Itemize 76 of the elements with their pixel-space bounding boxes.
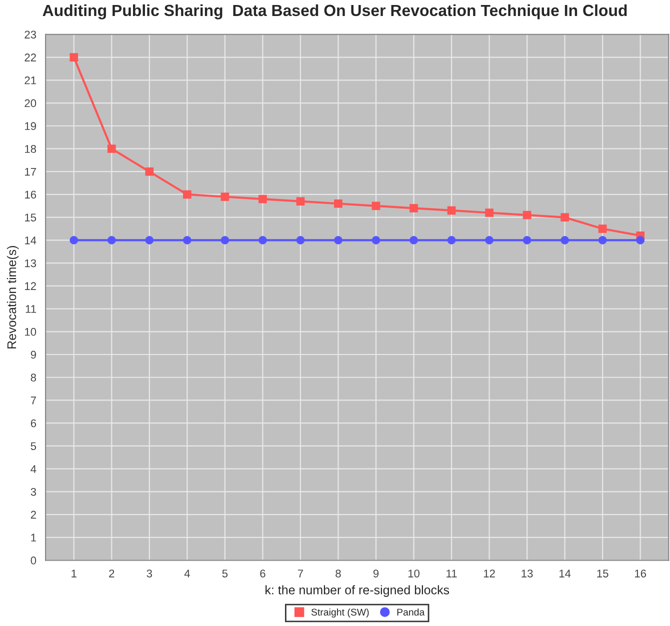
point	[447, 236, 456, 244]
x-tick-label: 13	[522, 570, 533, 578]
y-tick-label: 9	[30, 350, 36, 359]
chart-title: Auditing Public Sharing Data Based On User Revocation Technique In Cloud	[42, 4, 627, 20]
y-tick-label: 2	[30, 510, 36, 519]
x-tick-label: 6	[260, 570, 266, 578]
point	[296, 197, 305, 206]
point	[522, 210, 532, 220]
point	[522, 236, 532, 244]
x-tick-label: 11	[446, 570, 457, 578]
point	[372, 236, 380, 244]
point	[258, 194, 267, 204]
x-axis-title: k: the number of re-signed blocks	[266, 585, 450, 597]
point	[485, 208, 494, 217]
x-tick-label: 9	[373, 570, 379, 578]
x-tick-label: 15	[597, 570, 608, 578]
y-tick-label: 4	[30, 465, 36, 473]
x-tick-label: 7	[298, 570, 303, 578]
point	[70, 53, 78, 62]
y-tick-label: 12	[25, 282, 36, 290]
x-tick-label: 5	[222, 570, 228, 578]
x-tick-label: 14	[559, 570, 571, 578]
point	[183, 190, 192, 199]
y-tick-label: 0	[30, 556, 36, 564]
y-tick-label: 6	[30, 419, 36, 428]
point	[560, 236, 569, 244]
point	[145, 167, 154, 176]
x-tick-label: 10	[408, 570, 420, 578]
y-tick-label: 8	[30, 374, 36, 382]
x-tick-label: 3	[146, 570, 152, 578]
y-tick-label: 22	[24, 54, 36, 62]
y-tick-label: 14	[25, 236, 36, 244]
y-tick-label: 5	[30, 442, 36, 450]
y-tick-label: 15	[25, 214, 36, 222]
point	[598, 236, 607, 244]
y-tick-label: 19	[25, 122, 36, 130]
point	[598, 224, 607, 233]
point	[560, 213, 569, 222]
y-tick-label: 13	[25, 259, 36, 268]
y-tick-label: 18	[25, 145, 36, 153]
y-tick-label: 16	[25, 190, 36, 199]
point	[485, 236, 494, 244]
x-tick-label: 12	[484, 570, 495, 578]
x-tick-label: 1	[72, 570, 76, 578]
y-tick-label: 11	[26, 305, 36, 313]
legend-label: Panda	[397, 608, 425, 616]
x-tick-label: 4	[184, 570, 190, 578]
y-tick-label: 3	[30, 488, 36, 496]
point	[334, 199, 342, 208]
point	[372, 202, 380, 210]
y-tick-label: 1	[31, 534, 36, 542]
point	[258, 236, 267, 244]
y-axis-title: Revocation time(s)	[6, 246, 19, 348]
x-tick-label: 16	[635, 570, 646, 578]
y-tick-label: 20	[24, 99, 36, 108]
legend-label: Straight (SW)	[311, 608, 369, 618]
point	[296, 236, 305, 244]
y-tick-label: 21	[24, 76, 36, 84]
point	[220, 192, 230, 201]
y-tick-label: 10	[25, 328, 36, 336]
point	[410, 236, 418, 244]
point	[334, 236, 342, 244]
point	[107, 236, 116, 244]
point	[107, 144, 116, 153]
x-tick-label: 8	[336, 570, 341, 578]
point	[183, 236, 192, 244]
point	[220, 236, 230, 244]
y-tick-label: 17	[25, 168, 36, 176]
y-tick-label: 7	[30, 396, 36, 404]
point	[145, 236, 154, 244]
x-tick-label: 2	[109, 570, 114, 578]
point	[636, 236, 645, 244]
point	[70, 236, 78, 244]
y-tick-label: 23	[24, 30, 36, 39]
point	[447, 206, 456, 215]
point	[410, 204, 418, 212]
